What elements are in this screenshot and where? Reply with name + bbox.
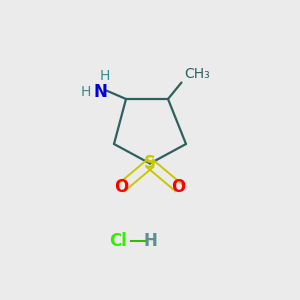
Text: Cl: Cl [110, 232, 128, 250]
Text: H: H [80, 85, 91, 98]
Text: N: N [94, 82, 107, 100]
Text: H: H [143, 232, 157, 250]
Text: CH₃: CH₃ [184, 67, 210, 81]
Text: S: S [144, 154, 156, 172]
Text: O: O [114, 178, 129, 196]
Text: H: H [100, 70, 110, 83]
Text: O: O [171, 178, 186, 196]
